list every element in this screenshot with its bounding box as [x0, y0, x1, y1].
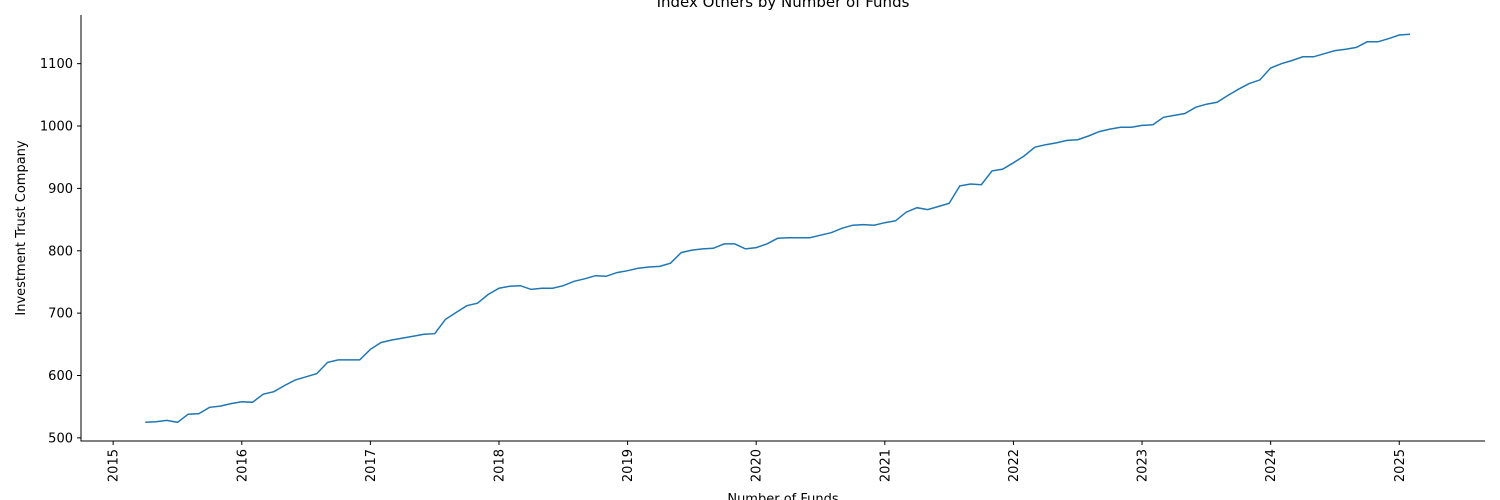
x-tick-label: 2022 [1007, 449, 1022, 482]
y-tick-label: 800 [48, 244, 73, 259]
x-tick-label: 2025 [1393, 449, 1408, 482]
y-tick-label: 700 [48, 307, 73, 322]
y-tick-label: 600 [48, 369, 73, 384]
x-tick-label: 2019 [621, 449, 636, 482]
y-tick-label: 1000 [40, 120, 73, 135]
x-axis-ticks: 2015 2016 2017 2018 2019 2020 2021 2022 2023 2024… [107, 441, 1408, 482]
y-tick-label: 900 [48, 182, 73, 197]
x-axis-title: Number of Funds [727, 492, 839, 500]
x-tick-label: 2015 [107, 449, 122, 482]
y-tick-label: 1100 [40, 57, 73, 72]
x-tick-label: 2018 [492, 449, 507, 482]
x-tick-label: 2017 [364, 449, 379, 482]
y-axis-title: Investment Trust Company [14, 140, 29, 316]
x-tick-label: 2023 [1136, 449, 1151, 482]
y-axis-ticks: 500 600 700 800 900 1000 1100 [40, 57, 81, 446]
x-tick-label: 2024 [1264, 449, 1279, 482]
y-tick-label: 500 [48, 431, 73, 446]
x-tick-label: 2021 [878, 449, 893, 482]
x-tick-label: 2016 [235, 449, 250, 482]
x-tick-label: 2020 [750, 449, 765, 482]
series-line [145, 33, 1411, 424]
chart-title: Index Others by Number of Funds [657, 0, 910, 11]
